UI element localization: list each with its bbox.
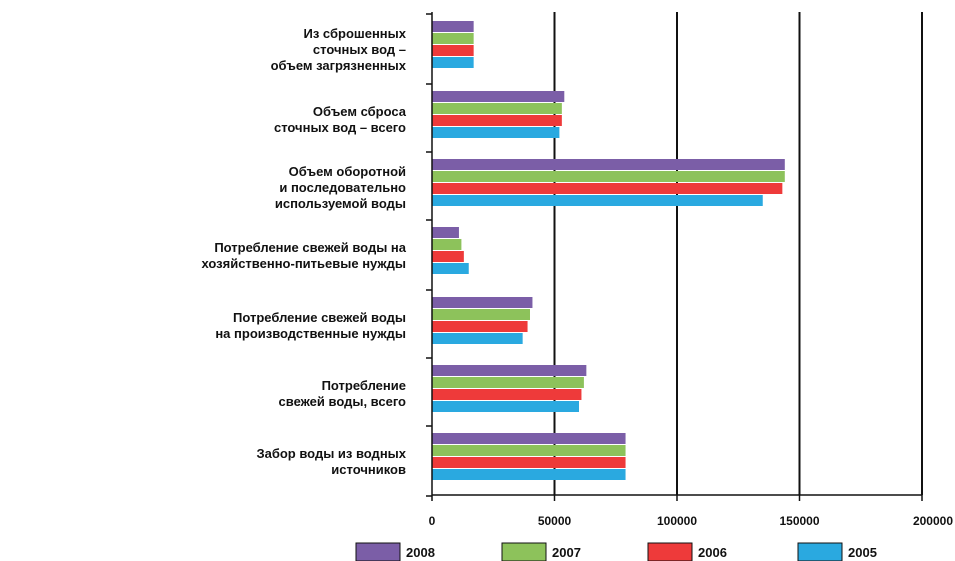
bar-2006-cat-3 [432,251,464,262]
x-tick-label: 200000 [913,514,953,528]
bar-2007-cat-5 [432,377,584,388]
bar-2006-cat-5 [432,389,582,400]
category-label-line: Забор воды из водных [256,446,406,461]
category-label-line: Из сброшенных [304,26,407,41]
bar-2007-cat-4 [432,309,530,320]
legend-swatch-2006 [647,542,693,561]
category-label-line: объем загрязненных [271,58,407,73]
category-label: Потребление свежей воды, всего [279,378,407,409]
x-tick-label: 50000 [538,514,572,528]
category-label: Объем оборотной и последовательно использу… [275,164,406,211]
bar-2008-cat-5 [432,365,587,376]
category-label-line: Объем сброса [313,104,407,119]
legend-label: 2005 [848,545,877,560]
category-label: Потребление свежей воды на производственн… [215,310,406,341]
bar-2006-cat-4 [432,321,528,332]
category-label-line: используемой воды [275,196,406,211]
bar-2005-cat-5 [432,401,579,412]
legend: 2008 2007 2006 2005 [355,542,877,561]
bar-2005-cat-3 [432,263,469,274]
legend-swatch-2008 [355,542,401,561]
bar-2005-cat-6 [432,469,626,480]
bar-2005-cat-0 [432,57,474,68]
bar-2007-cat-2 [432,171,785,182]
category-label: Забор воды из водных источников [256,446,406,477]
bar-2008-cat-0 [432,21,474,32]
bar-2005-cat-1 [432,127,560,138]
category-label-line: Потребление свежей воды [233,310,406,325]
category-label-line: на производственные нужды [215,326,406,341]
category-label-line: источников [331,462,406,477]
bar-2007-cat-0 [432,33,474,44]
bar-2008-cat-3 [432,227,459,238]
category-label: Потребление свежей воды на хозяйственно-п… [201,240,406,271]
bar-2007-cat-6 [432,445,626,456]
category-label-line: хозяйственно-питьевые нужды [201,256,406,271]
axes [426,12,923,501]
bar-2008-cat-6 [432,433,626,444]
tick-labels: 0 50000 100000 150000 200000 [429,514,954,528]
bar-2007-cat-3 [432,239,462,250]
bar-2008-cat-4 [432,297,533,308]
grid-lines [553,12,923,495]
bar-2008-cat-1 [432,91,565,102]
category-label-line: и последовательно [279,180,406,195]
legend-swatch-2007 [501,542,547,561]
category-label-line: Потребление [322,378,406,393]
category-label: Из сброшенных сточных вод – объем загрязне… [271,26,407,73]
bar-2006-cat-6 [432,457,626,468]
category-label-line: свежей воды, всего [279,394,407,409]
category-label-line: сточных вод – [313,42,406,57]
category-label-line: сточных вод – всего [274,120,406,135]
x-tick-label: 150000 [779,514,819,528]
x-tick-label: 100000 [657,514,697,528]
x-tick-label: 0 [429,514,436,528]
legend-label: 2007 [552,545,581,560]
legend-swatch-2005 [797,542,843,561]
bar-2008-cat-2 [432,159,785,170]
category-labels: Из сброшенных сточных вод – объем загрязне… [201,26,406,477]
category-label-line: Объем оборотной [289,164,406,179]
bar-2005-cat-4 [432,333,523,344]
bar-2006-cat-2 [432,183,783,194]
legend-label: 2008 [406,545,435,560]
category-label-line: Потребление свежей воды на [214,240,406,255]
bar-2007-cat-1 [432,103,562,114]
bar-2006-cat-0 [432,45,474,56]
bar-2006-cat-1 [432,115,562,126]
category-label: Объем сброса сточных вод – всего [274,104,407,135]
legend-label: 2006 [698,545,727,560]
bars [432,21,785,480]
bar-2005-cat-2 [432,195,763,206]
